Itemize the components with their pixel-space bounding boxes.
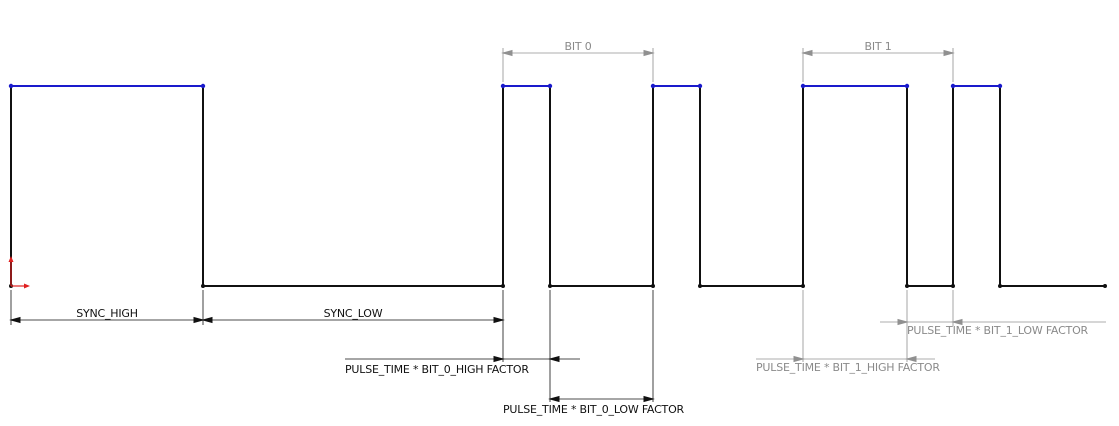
sync-high-dimension	[9, 290, 205, 325]
vertex-dot	[1103, 284, 1107, 288]
dimension-arrow	[548, 355, 560, 363]
vertex-dot	[500, 83, 506, 89]
vertex-dot	[200, 83, 206, 89]
dimension-arrow	[501, 49, 513, 57]
vertex-dot	[8, 83, 14, 89]
dimension-arrow	[643, 49, 655, 57]
dimension-arrow	[793, 355, 805, 363]
dimension-arrow	[905, 355, 917, 363]
origin-axis-icon	[8, 256, 30, 289]
vertex-dot	[950, 83, 956, 89]
dimension-arrow	[493, 355, 505, 363]
vertex-dot	[800, 83, 806, 89]
bit1-high-dimension	[756, 290, 935, 363]
bit1-low-factor-label: PULSE_TIME * BIT_1_LOW FACTOR	[907, 324, 1089, 337]
vertex-dot	[904, 83, 910, 89]
vertex-dot	[698, 284, 702, 288]
origin-x-arrow-head	[24, 283, 30, 289]
vertex-dot	[998, 284, 1002, 288]
dimension-arrow	[9, 316, 21, 324]
bit1-high-factor-label: PULSE_TIME * BIT_1_HIGH FACTOR	[756, 361, 940, 374]
dimension-arrow	[943, 49, 955, 57]
vertex-dot	[501, 284, 505, 288]
bit1-label: BIT 1	[864, 40, 891, 53]
vertex-dot	[951, 284, 955, 288]
vertex-dot	[548, 284, 552, 288]
dimension-arrow	[801, 49, 813, 57]
bit1-low-dimension	[880, 290, 1106, 326]
bit0-low-dimension	[548, 290, 655, 403]
vertex-dot	[547, 83, 553, 89]
dimension-arrow	[193, 316, 205, 324]
dimension-arrow	[493, 316, 505, 324]
vertex-dot	[801, 284, 805, 288]
signal-waveform	[8, 83, 1107, 288]
vertex-dot	[201, 284, 205, 288]
sync-low-dimension	[201, 290, 505, 325]
bit0-high-dimension	[345, 290, 580, 363]
dimension-arrow	[951, 318, 963, 326]
vertex-dot	[651, 284, 655, 288]
bit1-dimension	[801, 48, 955, 82]
dimension-arrow	[548, 395, 560, 403]
waveform-trace	[10, 85, 1105, 287]
sync-high-label: SYNC_HIGH	[76, 307, 138, 320]
dimension-arrow	[897, 318, 909, 326]
vertex-dot	[905, 284, 909, 288]
vertex-dot	[997, 83, 1003, 89]
origin-y-arrow-head	[8, 256, 14, 262]
vertex-dot	[650, 83, 656, 89]
sync-low-label: SYNC_LOW	[324, 307, 383, 320]
dimension-arrow	[643, 395, 655, 403]
bit0-label: BIT 0	[564, 40, 591, 53]
waveform-vertices	[8, 83, 1003, 89]
vertex-dot	[697, 83, 703, 89]
bit0-low-factor-label: PULSE_TIME * BIT_0_LOW FACTOR	[503, 403, 685, 416]
dimension-arrow	[201, 316, 213, 324]
bit0-high-factor-label: PULSE_TIME * BIT_0_HIGH FACTOR	[345, 363, 529, 376]
bit0-dimension	[501, 48, 655, 82]
